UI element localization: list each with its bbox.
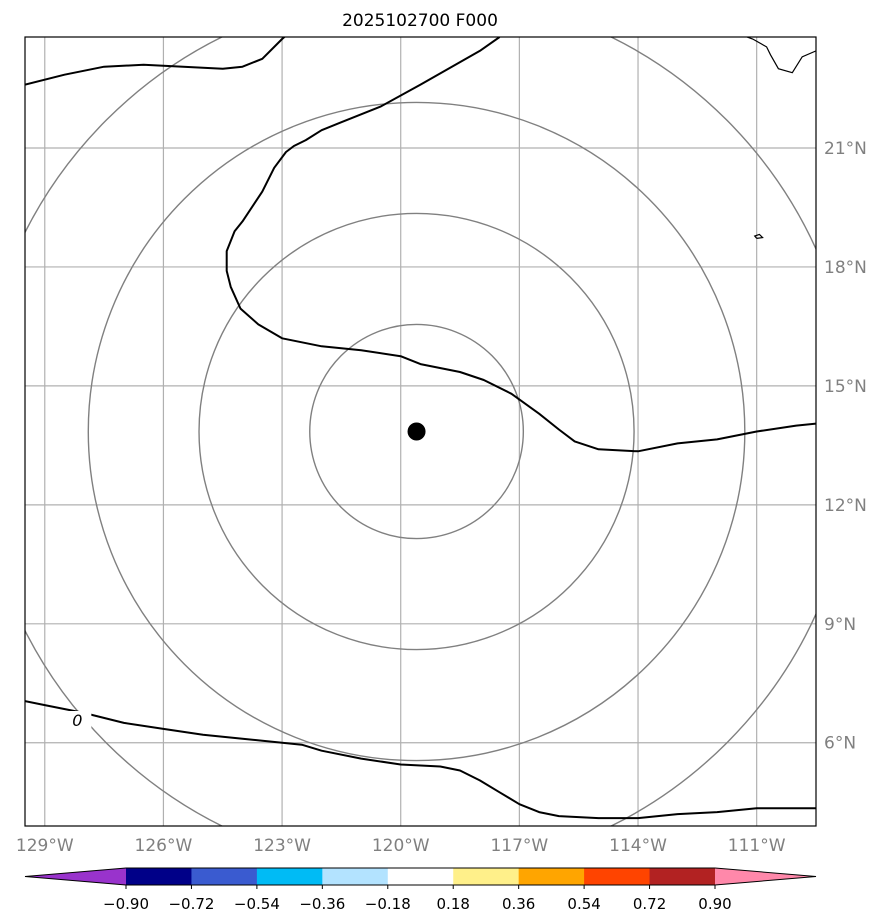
map-frame <box>24 36 817 827</box>
colorbar <box>24 867 817 886</box>
lat-label-5: 21°N <box>824 139 867 159</box>
lon-label-1: 126°W <box>135 836 193 856</box>
longitude-tick-labels: 129°W 126°W 123°W 120°W 117°W 114°W 111°W <box>16 836 786 856</box>
colorbar-label-0: −0.90 <box>103 895 149 913</box>
contour-line-0 <box>25 37 286 86</box>
lat-label-3: 15°N <box>824 377 867 397</box>
colorbar-bin-3 <box>322 868 389 885</box>
range-rings <box>25 37 816 826</box>
coastline-0 <box>745 37 816 74</box>
colorbar-label-5: 0.18 <box>437 895 470 913</box>
lon-label-4: 117°W <box>490 836 548 856</box>
colorbar-label-9: 0.90 <box>698 895 731 913</box>
colorbar-bin-6 <box>518 868 585 885</box>
colorbar-label-4: −0.18 <box>365 895 411 913</box>
lon-label-3: 120°W <box>372 836 430 856</box>
lat-label-4: 18°N <box>824 258 867 278</box>
lat-label-2: 12°N <box>824 496 867 516</box>
colorbar-bin-8 <box>649 868 716 885</box>
lon-label-5: 114°W <box>609 836 667 856</box>
range-ring-3 <box>87 101 746 762</box>
coastlines <box>745 37 816 239</box>
lat-label-0: 6°N <box>824 734 856 754</box>
colorbar-label-7: 0.54 <box>567 895 600 913</box>
contour-line-1 <box>225 37 816 453</box>
colorbar-bin-2 <box>256 868 323 885</box>
colorbar-bin-4 <box>387 868 454 885</box>
zero-contours: 0 <box>25 37 816 820</box>
colorbar-bin-5 <box>453 868 520 885</box>
colorbar-extend-high <box>715 868 816 885</box>
lat-lon-grid <box>25 37 816 826</box>
lon-label-2: 123°W <box>253 836 311 856</box>
lat-label-1: 9°N <box>824 615 856 635</box>
storm-center <box>407 422 426 441</box>
colorbar-label-6: 0.36 <box>502 895 535 913</box>
range-ring-1 <box>309 323 525 540</box>
coastline-1 <box>753 233 764 239</box>
colorbar-bin-0 <box>126 868 192 885</box>
lon-label-0: 129°W <box>16 836 74 856</box>
range-ring-2 <box>198 212 635 651</box>
map-title: 2025102700 F000 <box>342 11 498 31</box>
colorbar-label-3: −0.36 <box>299 895 345 913</box>
contour-value-label: 0 <box>72 711 82 730</box>
colorbar-bin-1 <box>191 868 258 885</box>
colorbar-label-2: −0.54 <box>234 895 280 913</box>
contour-line-2 <box>25 700 816 820</box>
colorbar-bin-7 <box>584 868 651 885</box>
range-ring-4 <box>25 37 816 826</box>
latitude-tick-labels: 6°N 9°N 12°N 15°N 18°N 21°N <box>824 139 867 754</box>
colorbar-label-8: 0.72 <box>633 895 666 913</box>
storm-center-marker <box>407 422 426 441</box>
lon-label-6: 111°W <box>728 836 786 856</box>
colorbar-label-1: −0.72 <box>168 895 214 913</box>
colorbar-extend-low <box>25 868 126 885</box>
colorbar-tick-labels: −0.90 −0.72 −0.54 −0.36 −0.18 0.18 0.36 0.54 0.7… <box>103 885 732 913</box>
